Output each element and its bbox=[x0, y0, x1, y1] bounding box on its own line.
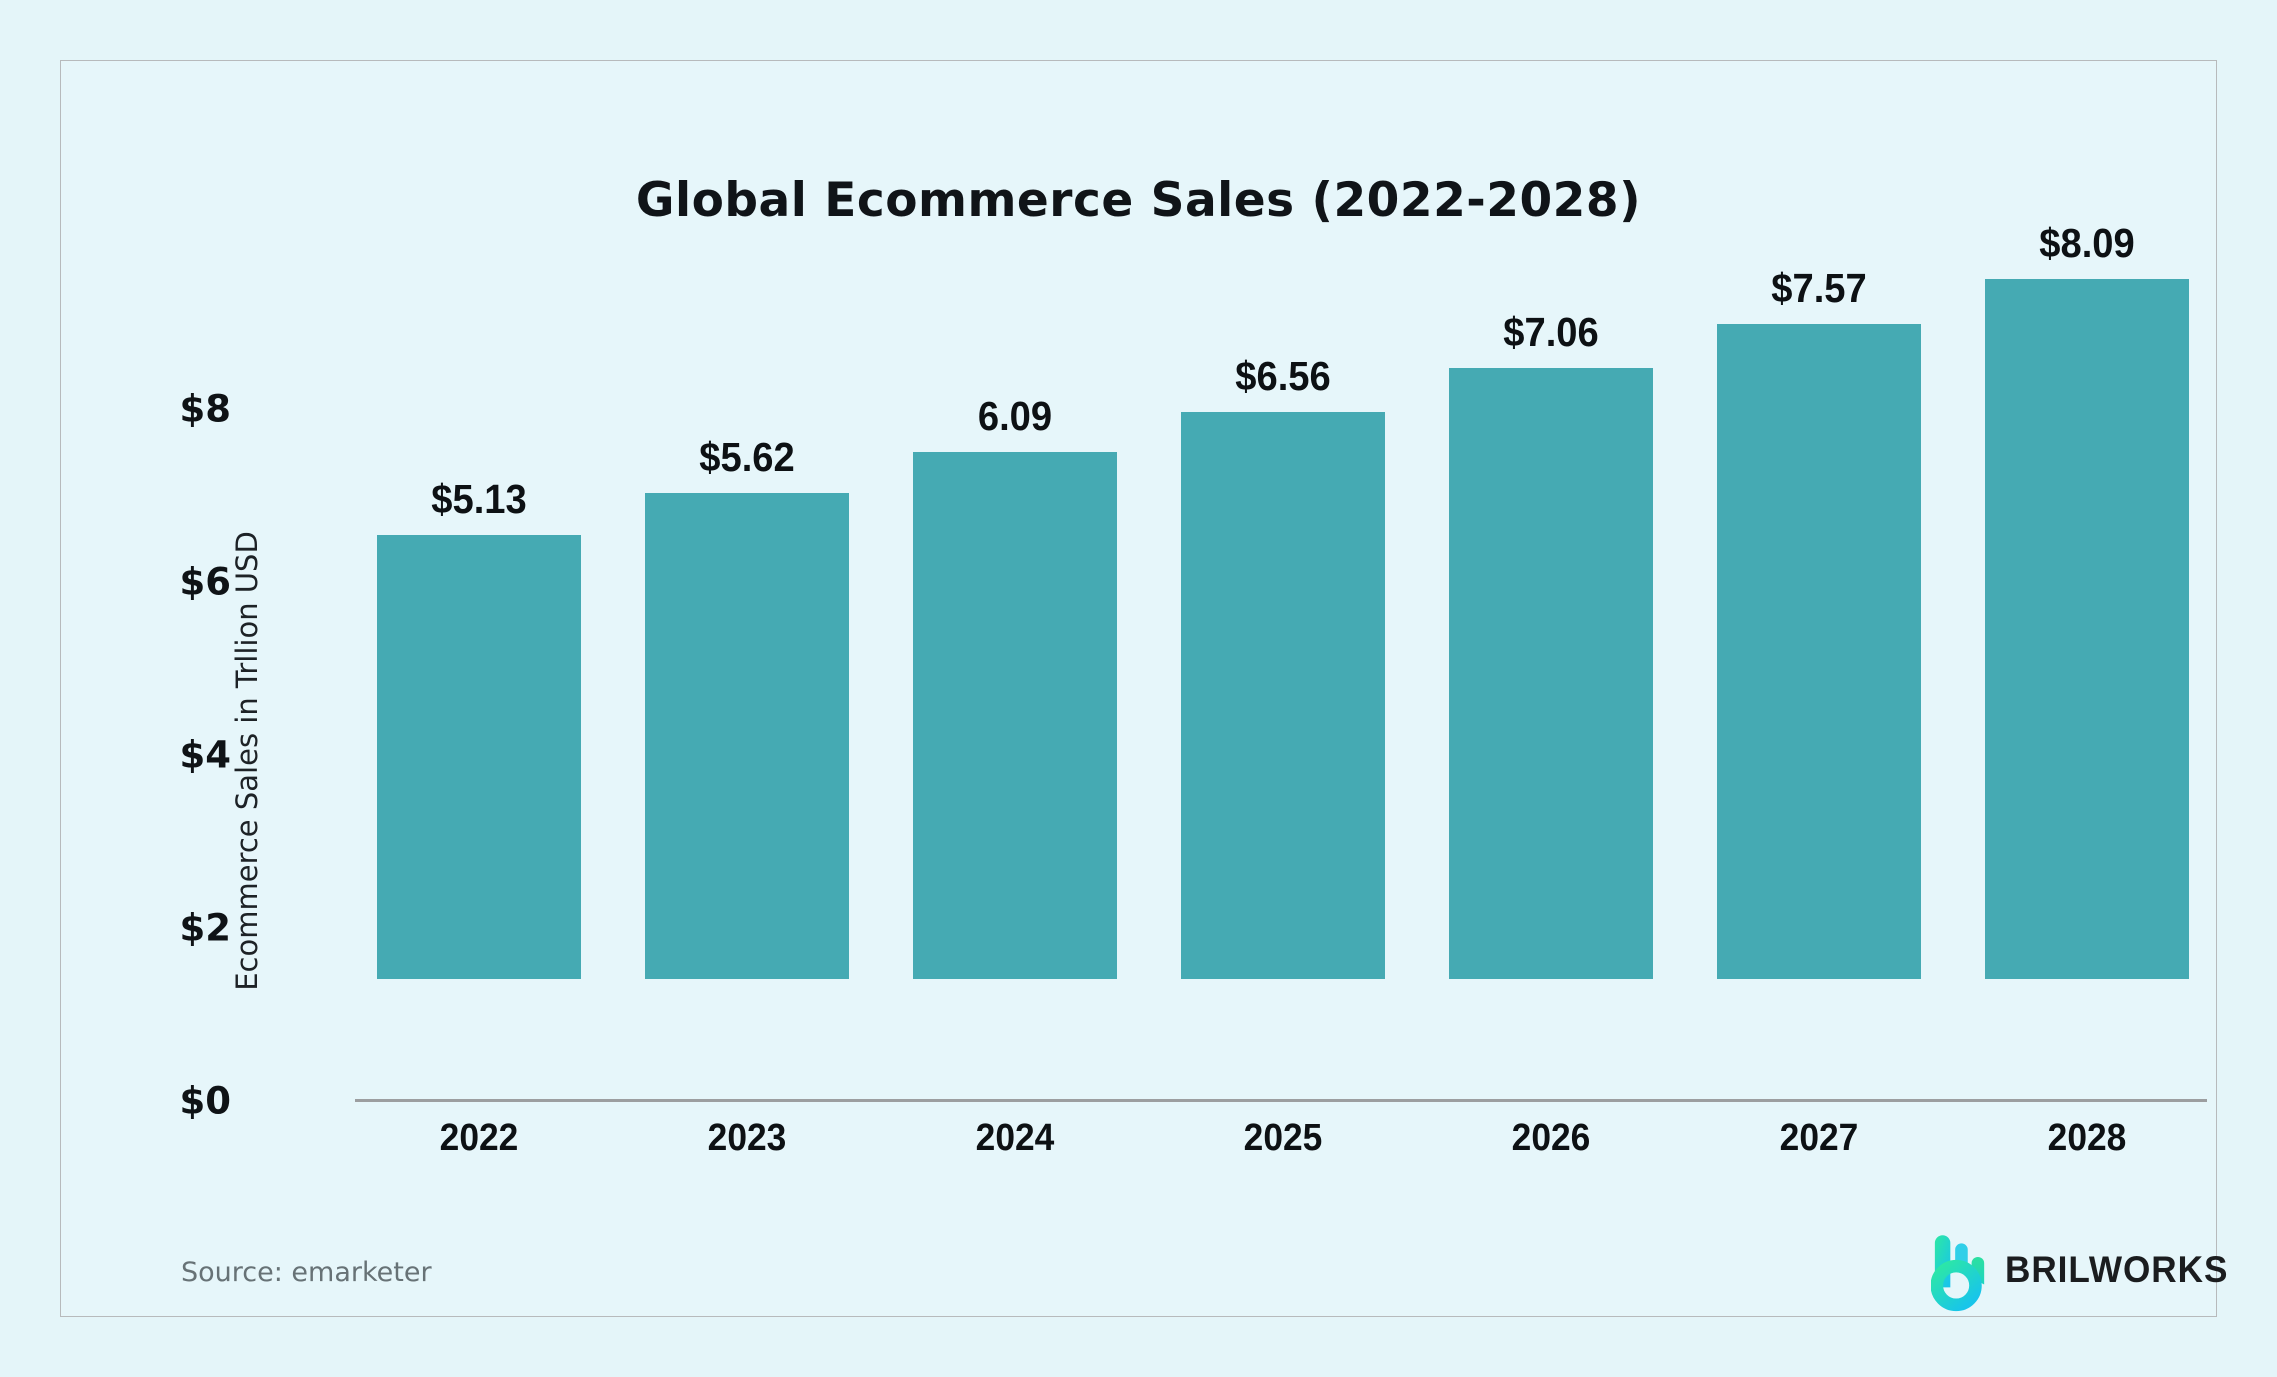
chart-card: Global Ecommerce Sales (2022-2028) Ecomm… bbox=[60, 60, 2227, 1317]
bar-value-label: $5.62 bbox=[699, 433, 795, 480]
x-tick-label: 2027 bbox=[1779, 1117, 1859, 1159]
source-caption: Source: emarketer bbox=[181, 1257, 432, 1288]
brilworks-logo-icon bbox=[1931, 1235, 1985, 1312]
bar-2026 bbox=[1449, 368, 1653, 979]
bar-value-label: 6.09 bbox=[977, 393, 1053, 440]
brilworks-logo: BRILWORKS bbox=[1931, 1227, 2240, 1313]
x-axis-line bbox=[355, 1099, 2207, 1102]
x-tick-label: 2022 bbox=[439, 1117, 519, 1159]
bar-value-label: $5.13 bbox=[431, 476, 527, 523]
bar-2024 bbox=[913, 452, 1117, 979]
x-tick-label: 2025 bbox=[1243, 1117, 1323, 1159]
bar-value-label: $6.56 bbox=[1235, 352, 1331, 399]
y-tick-label: $8 bbox=[179, 387, 232, 431]
y-tick-label: $6 bbox=[179, 560, 232, 604]
y-tick-label: $0 bbox=[179, 1079, 232, 1123]
x-tick-label: 2026 bbox=[1511, 1117, 1591, 1159]
bar-value-label: $7.57 bbox=[1771, 265, 1867, 312]
chart-title: Global Ecommerce Sales (2022-2028) bbox=[635, 173, 1642, 228]
y-tick-label: $2 bbox=[179, 906, 232, 950]
bar-2027 bbox=[1717, 324, 1921, 979]
bar-2023 bbox=[645, 492, 849, 979]
x-tick-label: 2024 bbox=[975, 1117, 1055, 1159]
y-axis-label: Ecommerce Sales in Trllion USD bbox=[230, 531, 264, 991]
x-tick-label: 2023 bbox=[707, 1117, 787, 1159]
bar-value-label: $7.06 bbox=[1503, 309, 1599, 356]
bar-2028 bbox=[1985, 279, 2189, 979]
brilworks-logo-text: BRILWORKS bbox=[2005, 1249, 2229, 1290]
x-tick-label: 2028 bbox=[2047, 1117, 2127, 1159]
y-tick-label: $4 bbox=[179, 733, 232, 777]
bar-2025 bbox=[1181, 411, 1385, 979]
bar-2022 bbox=[377, 535, 581, 979]
bar-value-label: $8.09 bbox=[2039, 220, 2135, 267]
